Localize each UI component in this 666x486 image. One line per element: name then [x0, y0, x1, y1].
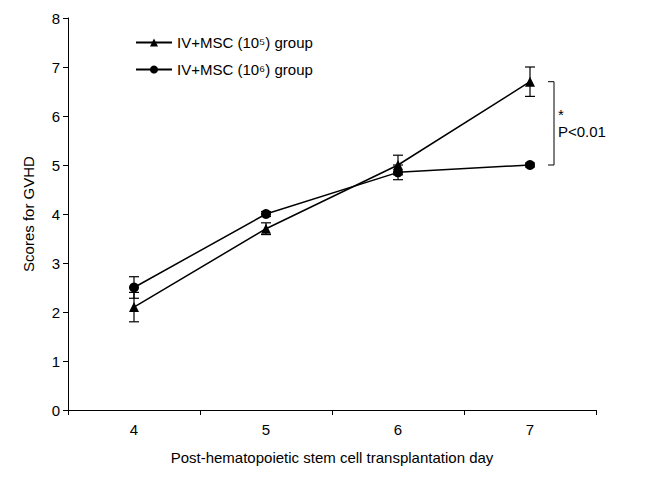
svg-text:1: 1 — [52, 353, 60, 370]
svg-text:4: 4 — [52, 206, 60, 223]
svg-text:5: 5 — [52, 157, 60, 174]
svg-text:IV+MSC (10⁵) group: IV+MSC (10⁵) group — [177, 34, 313, 51]
svg-text:P<0.01: P<0.01 — [558, 123, 606, 140]
svg-text:0: 0 — [52, 402, 60, 419]
svg-text:Post-hematopoietic stem cell t: Post-hematopoietic stem cell transplanta… — [171, 449, 494, 466]
svg-text:7: 7 — [52, 59, 60, 76]
svg-text:6: 6 — [52, 108, 60, 125]
svg-text:IV+MSC (10⁶) group: IV+MSC (10⁶) group — [177, 61, 313, 78]
svg-text:5: 5 — [262, 421, 270, 438]
svg-text:3: 3 — [52, 255, 60, 272]
svg-text:2: 2 — [52, 304, 60, 321]
svg-text:Scores for GVHD: Scores for GVHD — [20, 156, 37, 272]
svg-text:6: 6 — [394, 421, 402, 438]
svg-text:8: 8 — [52, 10, 60, 27]
svg-text:4: 4 — [130, 421, 138, 438]
svg-text:*: * — [558, 106, 564, 123]
svg-text:7: 7 — [526, 421, 534, 438]
